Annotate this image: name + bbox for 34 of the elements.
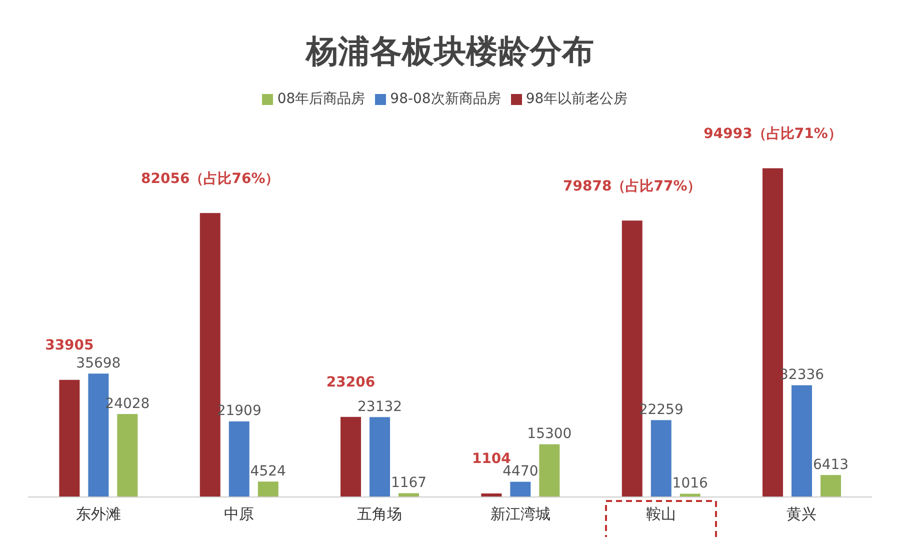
bar <box>228 420 250 498</box>
bar <box>116 414 138 498</box>
legend-label: 08年后商品房 <box>277 91 366 107</box>
data-label: 23206 <box>326 374 376 391</box>
bar <box>538 444 560 498</box>
legend-label: 98年以前老公房 <box>526 91 628 107</box>
data-label: 23132 <box>358 398 402 415</box>
bar <box>650 420 672 498</box>
bar <box>58 379 80 498</box>
data-label: 79878（占比77%） <box>563 178 702 194</box>
data-label: 33905 <box>45 338 94 354</box>
bar <box>369 416 391 498</box>
data-label: 4524 <box>250 463 286 480</box>
legend-label: 98-08次新商品房 <box>390 91 501 107</box>
data-label: 82056（占比76%） <box>141 170 280 187</box>
data-label: 4470 <box>502 464 538 480</box>
x-tick-label: 中原 <box>224 505 254 523</box>
data-label: 1167 <box>390 474 427 491</box>
data-label: 6413 <box>812 456 849 473</box>
bar <box>791 384 813 498</box>
chart-title: 杨浦各板块楼龄分布 <box>304 31 595 72</box>
x-tick-label: 黄兴 <box>786 505 817 523</box>
bar <box>510 481 532 498</box>
data-label: 15300 <box>527 426 572 442</box>
x-tick-label: 鞍山 <box>646 505 676 523</box>
bar <box>820 474 842 498</box>
x-tick-label: 东外滩 <box>76 505 121 523</box>
data-label: 1016 <box>672 475 708 492</box>
bar <box>340 416 362 498</box>
bar <box>257 481 279 498</box>
data-label: 94993（占比71%） <box>704 126 842 142</box>
x-tick-label: 五角场 <box>357 505 402 523</box>
data-label: 35698 <box>76 355 121 372</box>
x-tick-label: 新江湾城 <box>490 505 550 523</box>
